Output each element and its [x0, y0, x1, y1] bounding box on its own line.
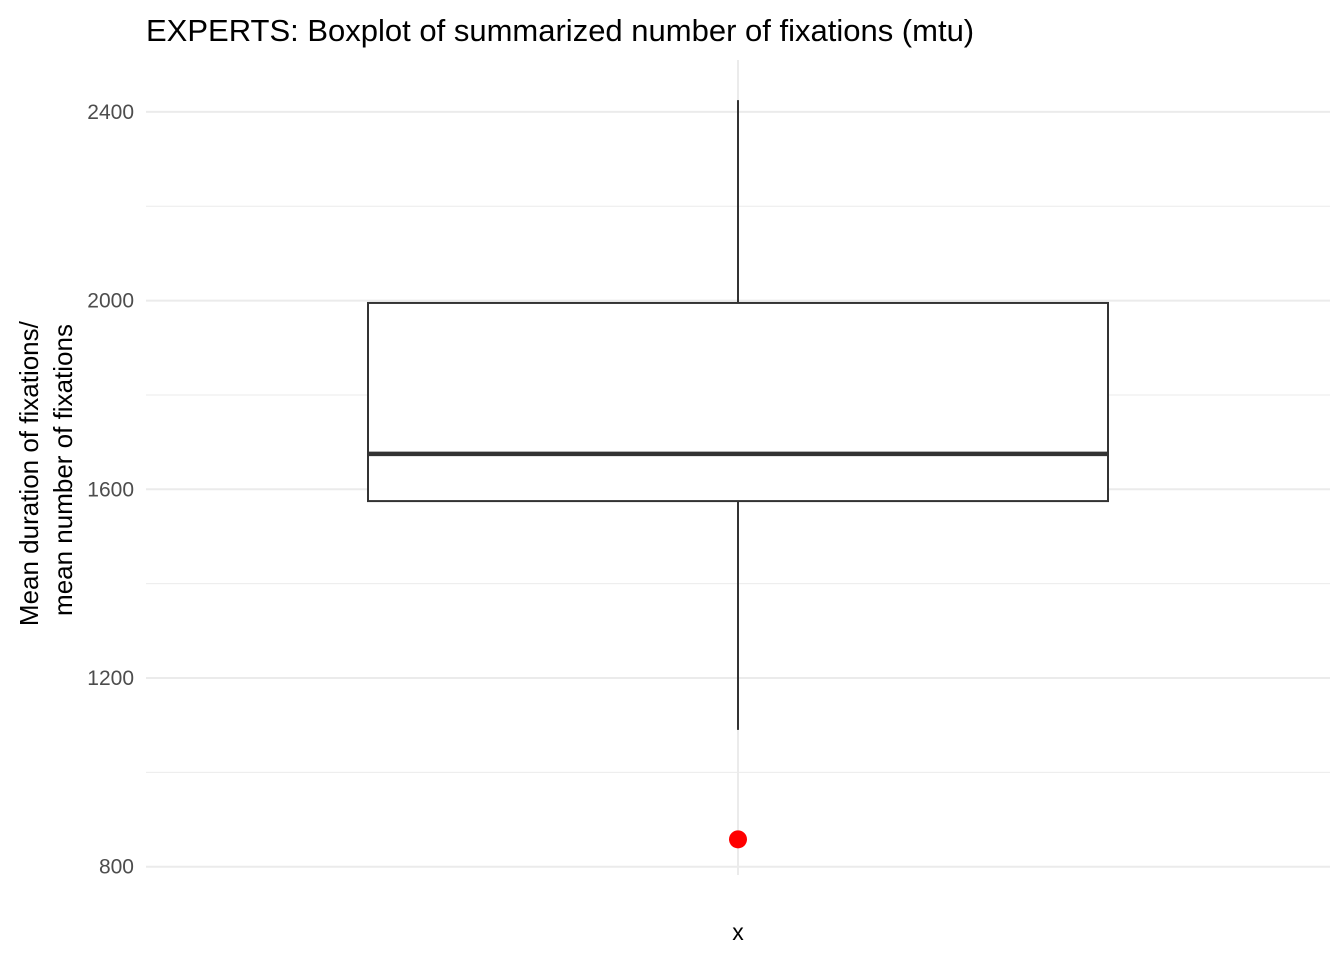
plot-area [367, 100, 1109, 849]
x-tick-label: x [732, 919, 744, 945]
y-tick-label: 2400 [87, 101, 134, 124]
y-tick-label: 2000 [87, 290, 134, 313]
box-iqr [367, 301, 1109, 503]
outlier-point [729, 830, 747, 849]
y-axis-title-line-2: mean number of fixations [48, 324, 78, 616]
x-axis-ticks: x [732, 919, 744, 945]
y-axis-title-line-1: Mean duration of fixations/ [14, 320, 44, 626]
y-axis-title: Mean duration of fixations/ mean number … [14, 314, 78, 626]
y-tick-label: 800 [99, 856, 134, 879]
y-tick-label: 1200 [87, 667, 134, 690]
y-axis-ticks: 800 1200 1600 2000 2400 [87, 101, 134, 879]
y-tick-label: 1600 [87, 478, 134, 501]
chart-title: EXPERTS: Boxplot of summarized number of… [146, 13, 974, 48]
